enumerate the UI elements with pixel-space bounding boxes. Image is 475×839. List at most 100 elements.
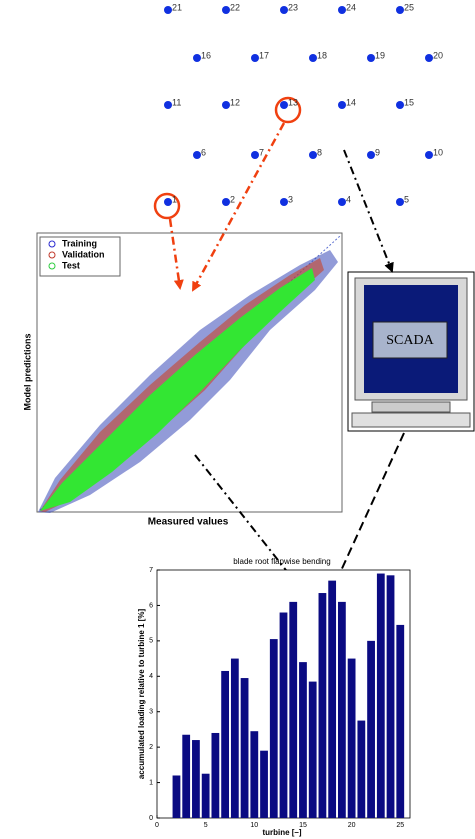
turbine — [164, 6, 172, 14]
legend-label: Validation — [62, 249, 105, 259]
y-tick-label: 5 — [149, 638, 153, 645]
y-tick-label: 2 — [149, 744, 153, 751]
turbine — [251, 151, 259, 159]
bar — [319, 593, 327, 818]
turbine-label: 13 — [288, 97, 298, 107]
bar — [387, 575, 395, 818]
turbine — [396, 6, 404, 14]
bar — [338, 602, 346, 818]
turbine-label: 15 — [404, 97, 414, 107]
turbine — [222, 6, 230, 14]
y-axis-label: accumulated loading relative to turbine … — [137, 609, 146, 780]
legend-label: Test — [62, 260, 80, 270]
bar — [270, 639, 278, 818]
turbine-label: 18 — [317, 50, 327, 60]
axis-label: Measured values — [148, 517, 229, 528]
y-tick-label: 7 — [149, 567, 153, 574]
turbine-label: 25 — [404, 2, 414, 12]
turbine — [396, 198, 404, 206]
turbine — [425, 151, 433, 159]
turbine-label: 24 — [346, 2, 356, 12]
y-tick-label: 6 — [149, 602, 153, 609]
x-tick-label: 20 — [348, 822, 356, 829]
monitor-base — [352, 413, 470, 427]
bar — [182, 735, 190, 818]
turbine-label: 10 — [433, 147, 443, 157]
turbine — [338, 198, 346, 206]
diagram: TrainingValidationTest Model predictions… — [0, 0, 475, 839]
chart-title: blade root flapwise bending — [233, 557, 330, 566]
legend-label: Training — [62, 238, 97, 248]
turbine-label: 1 — [172, 194, 177, 204]
turbine — [425, 54, 433, 62]
bar — [241, 678, 249, 818]
turbine — [280, 101, 288, 109]
arrow — [344, 150, 392, 271]
turbine — [309, 54, 317, 62]
turbine-label: 22 — [230, 2, 240, 12]
scada-label: SCADA — [386, 333, 434, 348]
bar — [309, 682, 317, 818]
turbine — [280, 6, 288, 14]
turbine-label: 8 — [317, 147, 322, 157]
turbine-label: 4 — [346, 194, 351, 204]
bar — [173, 775, 181, 818]
turbine — [164, 101, 172, 109]
x-tick-label: 15 — [299, 822, 307, 829]
bar — [348, 659, 356, 818]
turbine — [367, 151, 375, 159]
bar — [192, 740, 200, 818]
x-tick-label: 0 — [155, 822, 159, 829]
bar — [377, 574, 385, 818]
bar — [396, 625, 404, 818]
x-tick-label: 25 — [396, 822, 404, 829]
turbine-label: 12 — [230, 97, 240, 107]
bar — [367, 641, 375, 818]
turbine — [164, 198, 172, 206]
turbine-label: 5 — [404, 194, 409, 204]
turbine-label: 16 — [201, 50, 211, 60]
turbine-label: 19 — [375, 50, 385, 60]
bar — [250, 731, 258, 818]
x-tick-label: 5 — [204, 822, 208, 829]
bar — [202, 774, 210, 818]
bar — [289, 602, 297, 818]
turbine-label: 9 — [375, 147, 380, 157]
turbine — [396, 101, 404, 109]
turbine-label: 11 — [172, 97, 181, 107]
x-tick-label: 10 — [250, 822, 258, 829]
bar — [211, 733, 219, 818]
turbine — [280, 198, 288, 206]
turbine — [367, 54, 375, 62]
bar — [299, 662, 307, 818]
turbine-label: 7 — [259, 147, 264, 157]
turbine-label: 6 — [201, 147, 206, 157]
y-tick-label: 3 — [149, 709, 153, 716]
monitor-stand — [372, 402, 450, 412]
turbine — [222, 101, 230, 109]
turbine-label: 20 — [433, 50, 443, 60]
y-tick-label: 4 — [149, 673, 153, 680]
turbine-label: 17 — [259, 50, 269, 60]
x-axis-label: turbine [–] — [262, 828, 301, 837]
turbine — [222, 198, 230, 206]
turbine-label: 23 — [288, 2, 298, 12]
turbine-label: 2 — [230, 194, 235, 204]
turbine-label: 21 — [172, 2, 182, 12]
turbine-label: 3 — [288, 194, 293, 204]
turbine — [338, 6, 346, 14]
turbine — [193, 151, 201, 159]
arrow — [334, 433, 404, 586]
axis-label: Model predictions — [22, 333, 32, 410]
turbine — [251, 54, 259, 62]
y-tick-label: 1 — [149, 779, 153, 786]
turbine — [338, 101, 346, 109]
y-tick-label: 0 — [149, 815, 153, 822]
bar — [260, 751, 268, 818]
turbine — [193, 54, 201, 62]
bar — [357, 721, 365, 818]
bar — [231, 659, 239, 818]
bar — [221, 671, 229, 818]
bar — [328, 581, 336, 818]
bar — [280, 613, 288, 818]
